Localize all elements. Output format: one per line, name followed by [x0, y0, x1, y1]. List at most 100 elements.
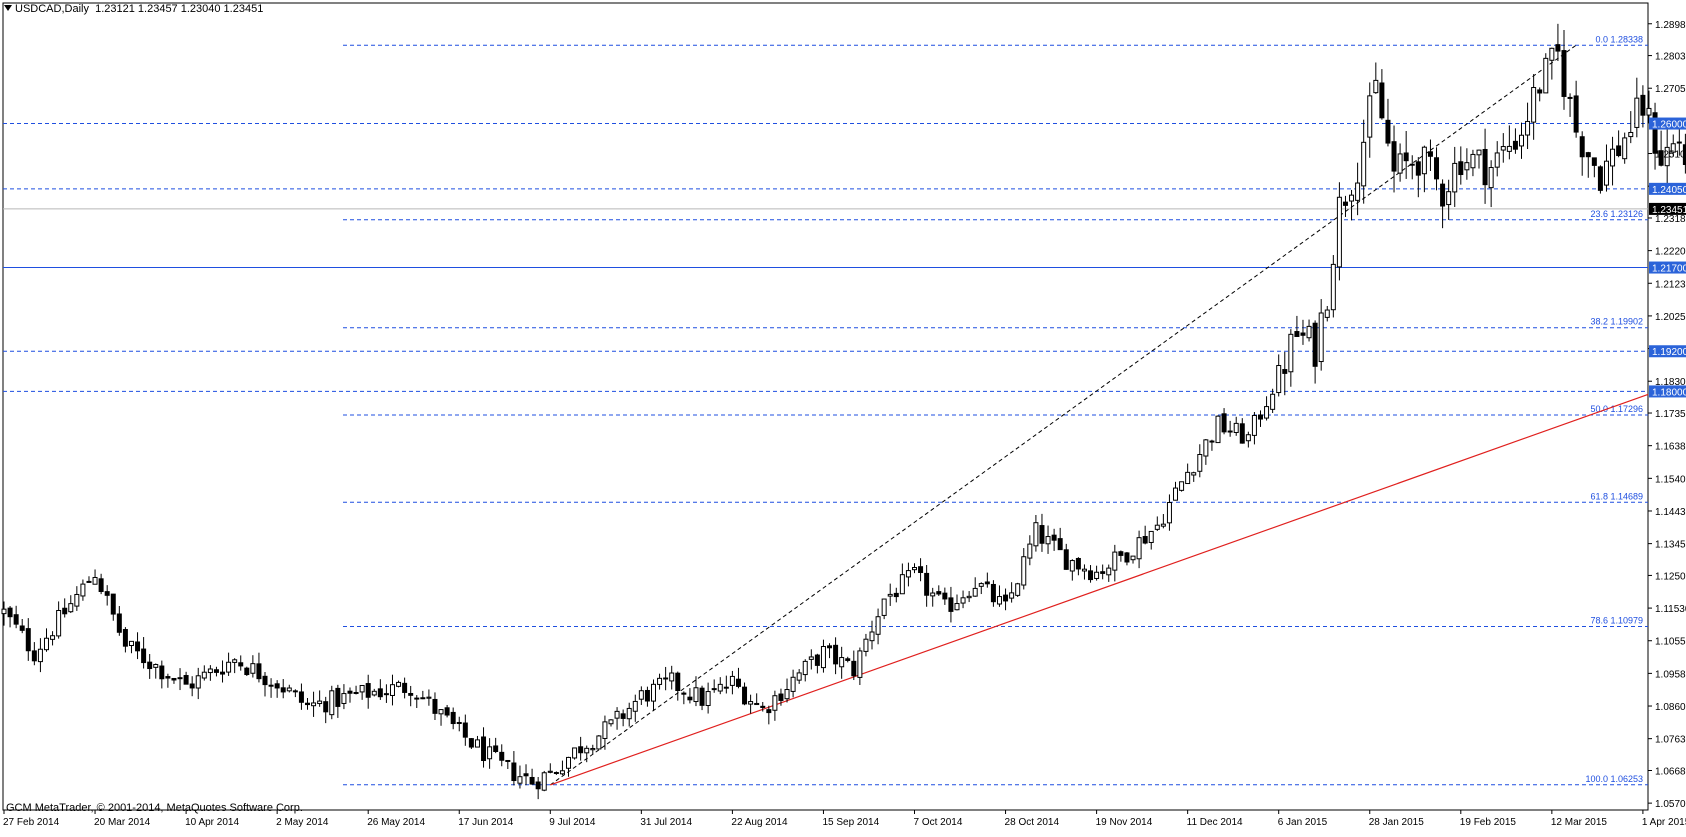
candle-body — [675, 672, 681, 691]
candle-body — [280, 687, 286, 693]
candle-body — [1488, 167, 1494, 189]
y-tick-label: 1.23180 — [1655, 214, 1686, 225]
level-price-label: 1.26000 — [1652, 120, 1686, 131]
candle-body — [1100, 571, 1106, 574]
candle-body — [1106, 567, 1112, 576]
candle-body — [1482, 148, 1488, 186]
candle-body — [869, 631, 875, 642]
x-tick-label: 1 Apr 2015 — [1642, 817, 1686, 828]
candle-body — [432, 698, 438, 714]
candle-body — [626, 707, 632, 720]
candle-body — [863, 638, 869, 652]
candle-body — [1051, 534, 1057, 541]
candle-body — [1136, 537, 1142, 560]
candle-body — [833, 644, 839, 665]
candle-body — [1324, 309, 1330, 318]
candle-body — [1512, 140, 1518, 150]
x-tick-label: 26 May 2014 — [367, 817, 425, 828]
x-tick-label: 28 Jan 2015 — [1369, 817, 1424, 828]
candle-body — [954, 603, 960, 611]
x-tick-label: 12 Mar 2015 — [1551, 817, 1608, 828]
candle-body — [147, 661, 153, 670]
candle-body — [1221, 413, 1227, 433]
candle-body — [1531, 87, 1537, 123]
level-price-tag — [1649, 117, 1686, 130]
candle-body — [159, 665, 165, 680]
candle-body — [1288, 333, 1294, 373]
copyright-text: GCM MetaTrader, © 2001-2014, MetaQuotes … — [6, 802, 303, 814]
candle-body — [566, 756, 572, 769]
y-tick-label: 1.28980 — [1655, 20, 1686, 31]
candle-body — [1, 608, 7, 615]
candle-body — [1452, 162, 1458, 193]
candle-body — [1670, 143, 1676, 153]
candle-body — [62, 607, 68, 615]
candle-body — [1573, 95, 1579, 133]
candle-body — [754, 702, 760, 706]
candle-body — [881, 598, 887, 616]
y-tick-label: 1.13455 — [1655, 540, 1686, 551]
candle-body — [1094, 571, 1100, 579]
candle-body — [462, 722, 468, 738]
candle-body — [1197, 454, 1203, 472]
candle-body — [1148, 530, 1154, 543]
candle-body — [772, 695, 778, 711]
candle-body — [699, 687, 705, 706]
candle-body — [189, 683, 195, 689]
candle-body — [347, 690, 353, 694]
candle-body — [250, 663, 256, 674]
candle-body — [590, 748, 596, 751]
candle-body — [1379, 82, 1385, 119]
candle-body — [657, 677, 663, 685]
candle-body — [135, 641, 141, 652]
candle-body — [1434, 157, 1440, 180]
candle-body — [329, 690, 335, 716]
candle-body — [1361, 141, 1367, 187]
fib-level-label: 78.6 1.10979 — [1590, 616, 1643, 626]
candle-body — [1063, 549, 1069, 570]
candle-body — [1385, 119, 1391, 144]
candle-body — [1154, 524, 1160, 530]
x-tick-label: 31 Jul 2014 — [640, 817, 692, 828]
plot-frame — [2, 2, 1649, 811]
candle-body — [1081, 568, 1087, 572]
candle-body — [201, 671, 207, 679]
candle-body — [499, 751, 505, 761]
x-tick-label: 2 May 2014 — [276, 817, 329, 828]
candle-body — [1555, 44, 1561, 52]
y-tick-label: 1.20255 — [1655, 312, 1686, 323]
candle-body — [705, 691, 711, 706]
candle-body — [1591, 157, 1597, 166]
candle-body — [729, 675, 735, 686]
candle-body — [311, 702, 317, 707]
candle-body — [936, 591, 942, 595]
candle-body — [814, 654, 820, 666]
candle-body — [1209, 440, 1215, 443]
candle-body — [128, 640, 134, 647]
candle-body — [572, 747, 578, 759]
fib-level-label: 100.0 1.06253 — [1585, 774, 1643, 784]
candle-body — [1203, 439, 1209, 457]
candle-body — [1330, 263, 1336, 311]
candle-body — [1191, 472, 1197, 476]
menu-triangle-icon[interactable] — [4, 5, 12, 11]
candle-body — [535, 781, 541, 790]
level-price-tag — [1649, 385, 1686, 398]
candle-body — [408, 692, 414, 696]
candle-body — [1173, 487, 1179, 501]
y-tick-label: 1.22205 — [1655, 247, 1686, 258]
candle-body — [820, 646, 826, 669]
candle-body — [1470, 153, 1476, 169]
candle-body — [286, 687, 292, 692]
candle-body — [1294, 331, 1300, 337]
candle-body — [1415, 161, 1421, 176]
candle-body — [553, 772, 559, 775]
candle-body — [1239, 423, 1245, 444]
candle-body — [1009, 592, 1015, 599]
candle-body — [857, 650, 863, 678]
y-tick-label: 1.14430 — [1655, 507, 1686, 518]
candle-body — [650, 683, 656, 702]
candle-body — [377, 688, 383, 698]
candle-body — [778, 693, 784, 701]
